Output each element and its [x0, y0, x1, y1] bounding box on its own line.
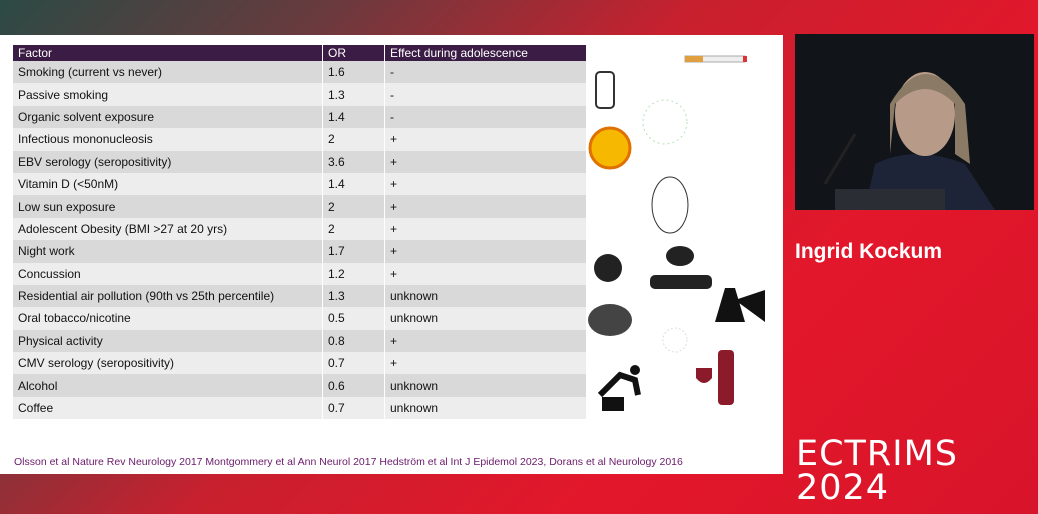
table-cell: Coffee [13, 396, 323, 420]
table-cell: + [390, 154, 398, 169]
table-cell: 1.6 [323, 61, 385, 84]
table-row: Concussion 1.2 + [13, 262, 586, 285]
table-cell: Organic solvent exposure [13, 105, 323, 129]
table-cell: + [390, 244, 398, 259]
table-row: EBV serology (seropositivity) 3.6 + [13, 150, 586, 173]
table-cell: Night work [13, 240, 323, 263]
table-cell: unknown [390, 311, 439, 326]
icons [588, 55, 765, 411]
header-cell: Factor [13, 45, 323, 61]
table-cell: 1.4 [323, 172, 385, 196]
table-cell: unknown [390, 401, 439, 416]
table-header: Factor OR Effect during adolescence [13, 45, 586, 61]
table-cell: 0.6 [323, 374, 385, 397]
table-cell: + [390, 177, 398, 192]
header-cell: OR [323, 45, 385, 61]
table-cell: unknown [390, 378, 439, 393]
table-cell: Physical activity [13, 329, 323, 353]
table-cell: 0.8 [323, 329, 385, 353]
table-cell: Oral tobacco/nicotine [13, 307, 323, 330]
table-cell: 2 [323, 128, 385, 151]
table-cell: - [390, 87, 394, 102]
table-cell: + [390, 221, 398, 236]
table-cell: Infectious mononucleosis [13, 128, 323, 151]
table-row: Adolescent Obesity (BMI >27 at 20 yrs) 2 + [13, 217, 586, 241]
table-row: Alcohol 0.6 unknown [13, 374, 586, 397]
table-cell: unknown [390, 289, 439, 304]
table-cell: + [390, 356, 398, 371]
speaker-name: Ingrid Kockum [795, 240, 943, 263]
table-row: Oral tobacco/nicotine 0.5 unknown [13, 307, 586, 330]
table-cell: Concussion [13, 262, 323, 285]
table-cell: 0.7 [323, 352, 385, 375]
table-row: Passive smoking 1.3- [13, 83, 586, 106]
table-row: Smoking (current vs never) 1.6- [13, 61, 586, 84]
table-row: Coffee 0.7 unknown [13, 396, 586, 420]
table-cell: 1.2 [323, 262, 385, 285]
citation: Olsson et al Nature Rev Neurology 2017 M… [14, 456, 683, 468]
table-cell: 1.4 [323, 105, 385, 129]
video-frame [795, 34, 1034, 210]
table-cell: 1.3 [323, 83, 385, 106]
table-cell: Low sun exposure [13, 195, 323, 218]
logo-year: 2024 [796, 468, 890, 508]
table-row: CMV serology (seropositivity) 0.7 + [13, 352, 586, 375]
table-cell: + [390, 199, 398, 214]
table-row: Residential air pollution (90th vs 25th … [13, 284, 586, 308]
table-cell: 2 [323, 195, 385, 218]
table-row: Vitamin D (<50nM) 1.4 + [13, 172, 586, 196]
table-cell: 0.7 [323, 396, 385, 420]
table-row: Night work 1.7 + [13, 240, 586, 263]
table-cell: Smoking (current vs never) [13, 61, 323, 84]
table-row: Low sun exposure 2 + [13, 195, 586, 218]
table-cell: 0.5 [323, 307, 385, 330]
table-cell: 1.7 [323, 240, 385, 263]
slide: Factor OR Effect during adolescence Smok… [0, 35, 783, 474]
table-row: Physical activity 0.8 + [13, 329, 586, 353]
table-cell: Alcohol [13, 374, 323, 397]
table-row: Infectious mononucleosis 2 + [13, 128, 586, 151]
table: Factor OR Effect during adolescence Smok… [13, 45, 586, 420]
table-cell: + [390, 333, 398, 348]
logo-text: ECTRIMS [796, 434, 958, 474]
speaker-video [795, 34, 1034, 210]
table-cell: - [390, 65, 394, 80]
table-cell: Vitamin D (<50nM) [13, 172, 323, 196]
table-cell: 1.3 [323, 284, 385, 308]
table-cell: - [390, 109, 394, 124]
table-cell: CMV serology (seropositivity) [13, 352, 323, 375]
table-cell: + [390, 266, 398, 281]
table-row: Organic solvent exposure 1.4- [13, 105, 586, 129]
table-cell: + [390, 132, 398, 147]
table-cell: Passive smoking [13, 83, 323, 106]
header-cell: Effect during adolescence [390, 46, 528, 60]
table-cell: EBV serology (seropositivity) [13, 150, 323, 173]
table-cell: 3.6 [323, 150, 385, 173]
table-cell: 2 [323, 217, 385, 241]
table-cell: Residential air pollution (90th vs 25th … [13, 284, 323, 308]
table-cell: Adolescent Obesity (BMI >27 at 20 yrs) [13, 217, 323, 241]
